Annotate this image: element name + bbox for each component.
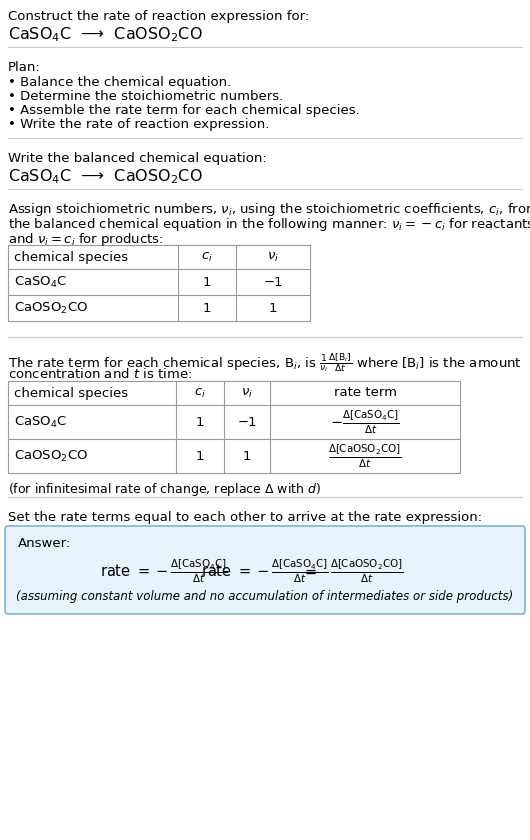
Text: the balanced chemical equation in the following manner: $\nu_i = -c_i$ for react: the balanced chemical equation in the fo… (8, 216, 530, 233)
Text: $\nu_i$: $\nu_i$ (267, 250, 279, 264)
Text: 1: 1 (196, 416, 204, 428)
Text: • Write the rate of reaction expression.: • Write the rate of reaction expression. (8, 118, 269, 131)
Text: $\frac{\Delta[\mathrm{CaOSO_2CO}]}{\Delta t}$: $\frac{\Delta[\mathrm{CaOSO_2CO}]}{\Delt… (330, 558, 403, 585)
Text: chemical species: chemical species (14, 250, 128, 264)
Text: $\frac{\Delta[\mathrm{CaOSO_2CO}]}{\Delta t}$: $\frac{\Delta[\mathrm{CaOSO_2CO}]}{\Delt… (329, 443, 402, 470)
FancyBboxPatch shape (5, 526, 525, 614)
Text: • Balance the chemical equation.: • Balance the chemical equation. (8, 76, 231, 89)
Text: −1: −1 (237, 416, 257, 428)
Text: CaOSO$_2$CO: CaOSO$_2$CO (14, 301, 88, 316)
Text: concentration and $t$ is time:: concentration and $t$ is time: (8, 367, 192, 381)
Text: 1: 1 (203, 276, 211, 288)
Text: CaSO$_4$C: CaSO$_4$C (14, 414, 67, 429)
Text: Construct the rate of reaction expression for:: Construct the rate of reaction expressio… (8, 10, 309, 23)
Text: • Determine the stoichiometric numbers.: • Determine the stoichiometric numbers. (8, 90, 283, 103)
Text: CaSO$_4$C  ⟶  CaOSO$_2$CO: CaSO$_4$C ⟶ CaOSO$_2$CO (8, 167, 203, 186)
Text: chemical species: chemical species (14, 386, 128, 400)
Text: Answer:: Answer: (18, 537, 71, 550)
Text: Write the balanced chemical equation:: Write the balanced chemical equation: (8, 152, 267, 165)
Text: 1: 1 (243, 449, 251, 463)
Text: 1: 1 (196, 449, 204, 463)
Text: rate $= -\frac{\Delta[\mathrm{CaSO_4C}]}{\Delta t}$: rate $= -\frac{\Delta[\mathrm{CaSO_4C}]}… (100, 558, 227, 585)
Text: $\nu_i$: $\nu_i$ (241, 386, 253, 400)
Text: $c_i$: $c_i$ (194, 386, 206, 400)
Text: (for infinitesimal rate of change, replace Δ with $d$): (for infinitesimal rate of change, repla… (8, 481, 321, 498)
Text: $=$: $=$ (302, 564, 318, 579)
Text: 1: 1 (269, 302, 277, 314)
Text: and $\nu_i = c_i$ for products:: and $\nu_i = c_i$ for products: (8, 231, 164, 248)
Bar (8, 245, 310, 321)
Text: CaOSO$_2$CO: CaOSO$_2$CO (14, 449, 88, 464)
Text: Set the rate terms equal to each other to arrive at the rate expression:: Set the rate terms equal to each other t… (8, 511, 482, 524)
Text: • Assemble the rate term for each chemical species.: • Assemble the rate term for each chemic… (8, 104, 360, 117)
Bar (8, 381, 460, 473)
Text: rate $= -\frac{\Delta[\mathrm{CaSO_4C}]}{\Delta t}$: rate $= -\frac{\Delta[\mathrm{CaSO_4C}]}… (201, 558, 329, 585)
Text: CaSO$_4$C  ⟶  CaOSO$_2$CO: CaSO$_4$C ⟶ CaOSO$_2$CO (8, 25, 203, 44)
Text: rate term: rate term (333, 386, 396, 400)
Text: −1: −1 (263, 276, 283, 288)
Text: Plan:: Plan: (8, 61, 41, 74)
Text: 1: 1 (203, 302, 211, 314)
Text: (assuming constant volume and no accumulation of intermediates or side products): (assuming constant volume and no accumul… (16, 590, 514, 603)
Text: $c_i$: $c_i$ (201, 250, 213, 264)
Text: CaSO$_4$C: CaSO$_4$C (14, 275, 67, 290)
Text: Assign stoichiometric numbers, $\nu_i$, using the stoichiometric coefficients, $: Assign stoichiometric numbers, $\nu_i$, … (8, 201, 530, 218)
Text: The rate term for each chemical species, B$_i$, is $\frac{1}{\nu_i}\frac{\Delta[: The rate term for each chemical species,… (8, 351, 522, 374)
Text: $-\frac{\Delta[\mathrm{CaSO_4C}]}{\Delta t}$: $-\frac{\Delta[\mathrm{CaSO_4C}]}{\Delta… (330, 408, 400, 436)
